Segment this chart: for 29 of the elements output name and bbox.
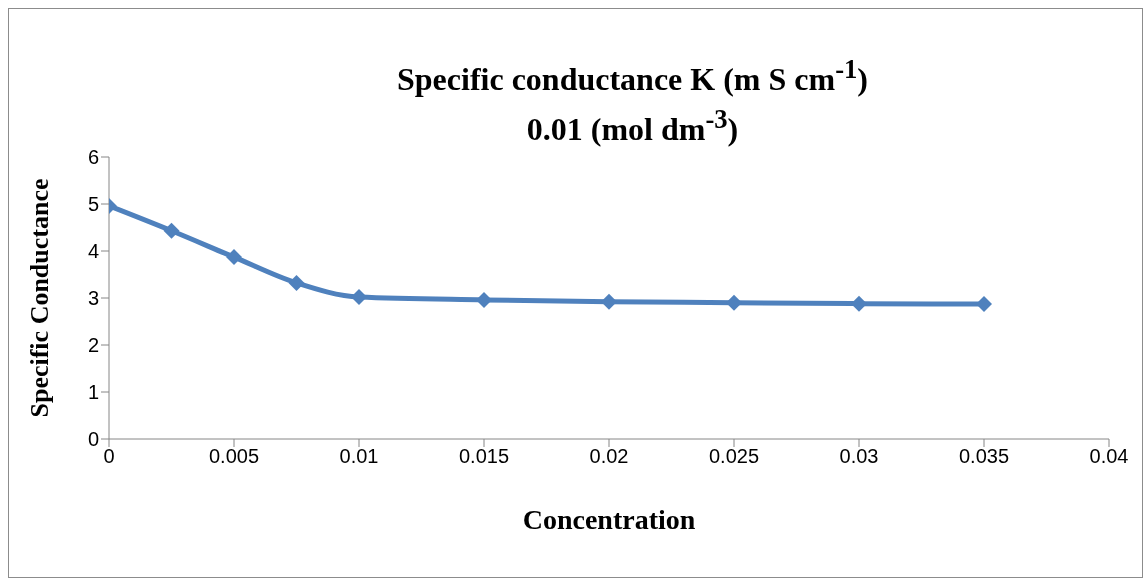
y-tick-label: 4 [87, 240, 99, 263]
point [726, 294, 742, 311]
point [601, 293, 617, 310]
point [851, 295, 867, 312]
x-tick-label: 0.03 [839, 445, 879, 468]
x-tick-label: 0.015 [458, 445, 510, 468]
y-tick-label: 1 [87, 381, 99, 404]
point [163, 222, 180, 239]
x-tick-label: 0.025 [708, 445, 760, 468]
x-tick-label: 0.005 [208, 445, 260, 468]
point [288, 274, 305, 291]
point [226, 249, 242, 266]
x-tick-label: 0 [103, 445, 115, 468]
y-tick-label: 2 [87, 334, 99, 357]
x-tick-label: 0.04 [1089, 445, 1129, 468]
point [351, 289, 367, 306]
x-tick-label: 0.035 [958, 445, 1010, 468]
y-tick-label: 5 [87, 193, 99, 216]
chart-title: Specific conductance K (m S cm$^{-1}$) [396, 53, 869, 99]
x-tick-label: 0.01 [339, 445, 379, 468]
y-tick-label: 3 [87, 287, 99, 310]
y-axis-title: Specific Conductance [25, 178, 55, 418]
x-axis-title: Concentration [522, 504, 696, 535]
chart-subtitle: 0.01 (mol dm$^{-3}$) [526, 103, 739, 147]
y-tick-label: 0 [87, 428, 99, 451]
point [476, 291, 492, 308]
x-tick-label: 0.02 [589, 445, 629, 468]
y-tick-label: 6 [87, 146, 99, 169]
point [976, 296, 992, 313]
